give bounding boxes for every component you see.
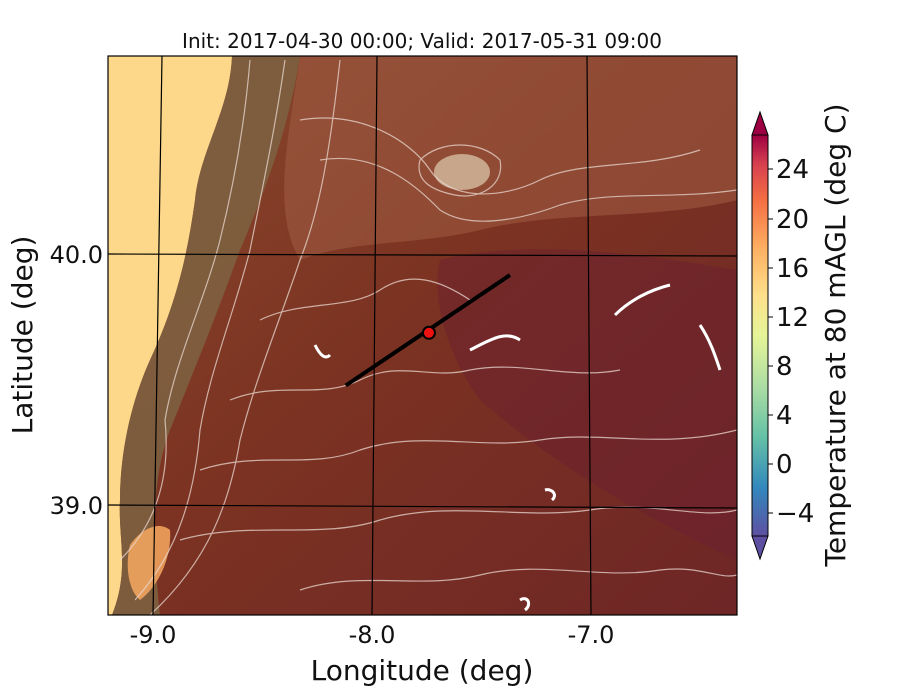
colorbar-tick-label: −4 — [776, 499, 814, 529]
x-tick-label: -8.0 — [349, 621, 396, 649]
colorbar: 24 20 16 12 8 4 0 −4 Temperature at 80 m… — [751, 103, 852, 568]
mountain-peak — [434, 154, 490, 190]
x-tick-label: -9.0 — [130, 621, 177, 649]
northern-terrain — [284, 56, 737, 260]
colorbar-tick-label: 0 — [776, 450, 793, 480]
contour-lines — [119, 59, 737, 615]
colorbar-ticks — [768, 168, 773, 514]
ocean-area — [108, 56, 232, 615]
colorbar-tick-label: 24 — [776, 155, 809, 185]
colorbar-tick-label: 12 — [776, 303, 809, 333]
southwest-warm-spot — [127, 525, 171, 600]
colorbar-tick-label: 4 — [776, 401, 793, 431]
eastern-warm-region — [437, 249, 737, 560]
colorbar-tick-label: 16 — [776, 254, 809, 284]
colorbar-tick-label: 20 — [776, 205, 809, 235]
point-marker — [421, 325, 436, 340]
colorbar-label: Temperature at 80 mAGL (deg C) — [819, 103, 852, 567]
y-axis-label: Latitude (deg) — [6, 236, 39, 435]
map-frame — [107, 55, 738, 616]
y-tick-label: 39.0 — [50, 492, 103, 520]
colorbar-extend-top — [751, 110, 769, 136]
colorbar-body — [751, 134, 769, 537]
colorbar-extend-bottom — [751, 535, 769, 561]
x-axis-label: Longitude (deg) — [311, 654, 534, 687]
x-tick-label: -7.0 — [568, 621, 615, 649]
coastal-terrain — [112, 56, 300, 615]
y-tick-label: 40.0 — [50, 241, 103, 269]
graticule — [108, 56, 737, 615]
cold-patches — [313, 283, 722, 612]
map-panel — [108, 56, 737, 615]
colorbar-tick-label: 8 — [776, 352, 793, 382]
chart-title: Init: 2017-04-30 00:00; Valid: 2017-05-3… — [182, 29, 662, 53]
